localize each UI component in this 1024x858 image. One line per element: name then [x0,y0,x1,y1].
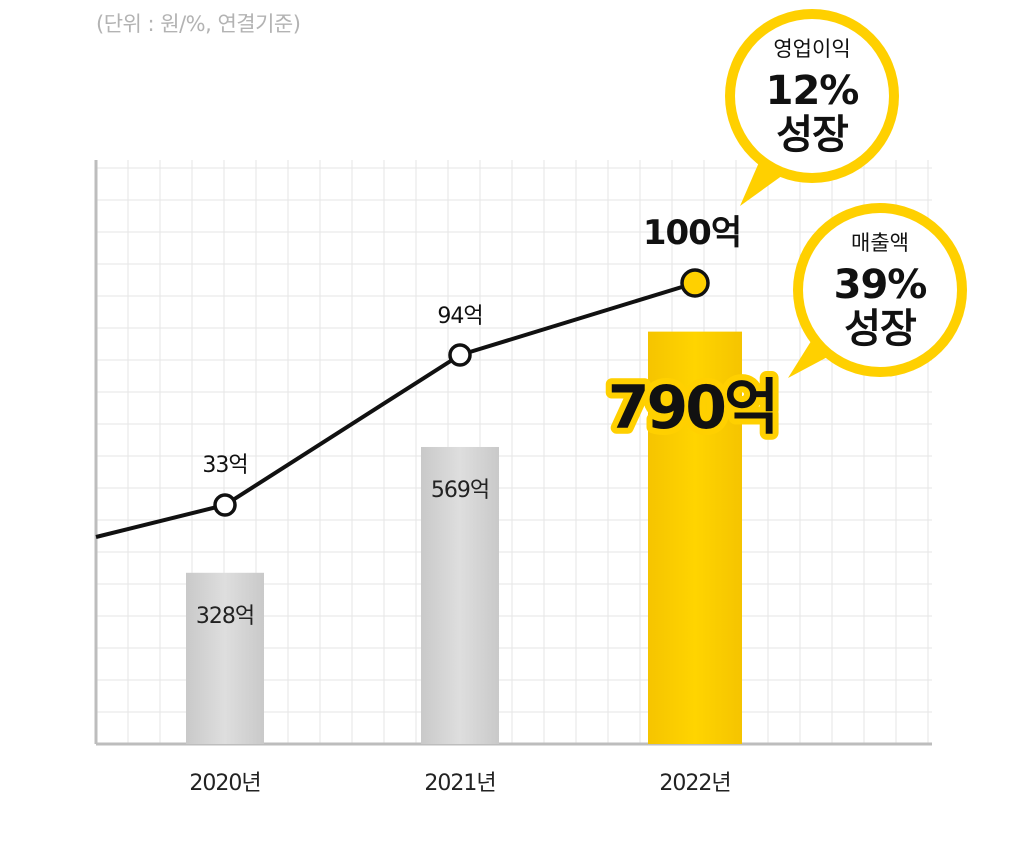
profit-line-path [95,281,696,539]
profit-point [213,493,237,517]
bar [648,331,742,744]
callout-label: 영업이익 [773,37,850,61]
bars [186,331,742,744]
data-labels: 328억 569억 790억 2020년 2021년 2022년 33억 94억 100억 [189,213,785,796]
x-tick-label: 2022년 [659,771,730,796]
x-tick-label: 2020년 [189,771,260,796]
profit-line [95,268,710,539]
bar-value-label: 569억 [431,478,489,503]
callout-bubble [803,213,957,367]
callout-label: 매출액 [851,231,909,255]
profit-point [680,268,710,298]
profit-value-label-highlight: 100억 [643,213,741,253]
bar-value-label: 328억 [196,604,254,629]
callout-text: 성장 [776,112,849,158]
callout-bubble [735,19,889,173]
profit-value-label: 94억 [437,304,482,329]
callout-value: 39% [834,262,927,308]
bar [186,572,264,744]
callout-operating-profit: 영업이익 12%성장 [725,9,899,206]
profit-point [448,343,472,367]
bar [421,446,499,744]
unit-note: (단위 : 원/%, 연결기준) [96,12,301,36]
profit-value-label: 33억 [202,453,247,478]
callout-text: 성장 [844,306,917,352]
callout-value: 12% [766,68,859,114]
bar-value-label-highlight: 790억 [608,373,776,443]
x-tick-label: 2021년 [424,771,495,796]
callout-revenue: 매출액 39%성장 [788,203,967,378]
